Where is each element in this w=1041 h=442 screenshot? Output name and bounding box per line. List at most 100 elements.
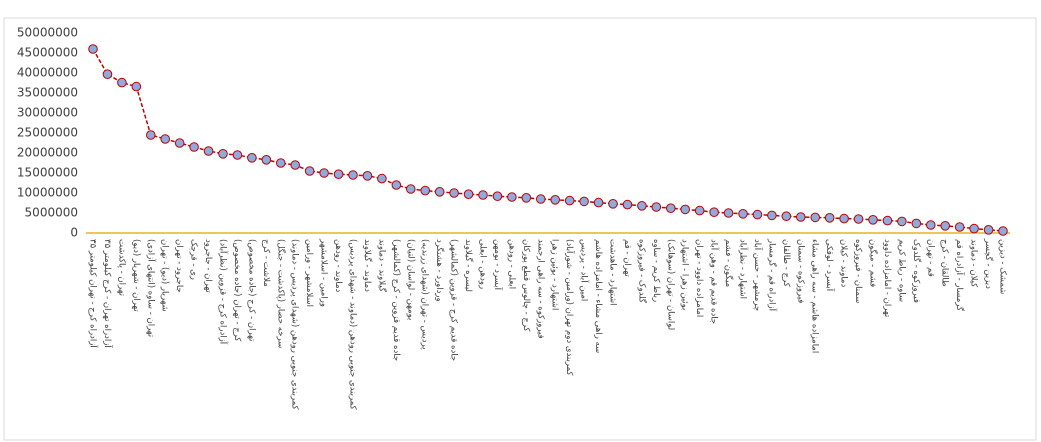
- x-tick-label: بومهن - لواسان (لتیان): [405, 239, 415, 320]
- x-tick-label: میگون - فشم: [723, 239, 734, 287]
- point: [593, 197, 604, 208]
- x-tick-label: جاده قدیم کرج - قزوین (کمالشهر): [449, 239, 459, 361]
- x-tick-label: رودهن - ابعلی: [478, 239, 488, 289]
- point: [608, 199, 618, 209]
- point: [564, 195, 575, 206]
- x-tick-label: فیروزکوه - گلدوک: [911, 239, 922, 303]
- x-tick-label: پردیس - تهران (شهدای زرندیه): [420, 239, 430, 350]
- y-tick-label: 40000000: [17, 66, 78, 80]
- point: [434, 187, 445, 197]
- x-tick-label: بوئین زهرا - اشتهارد: [680, 239, 690, 310]
- x-tick-label: ری - قرچک: [189, 239, 199, 280]
- x-tick-label: ملاشت - کرج: [261, 239, 271, 287]
- point: [709, 207, 719, 217]
- y-tick-label: 10000000: [17, 186, 78, 200]
- x-tick-label: شهریار (دیو) - تهران: [160, 239, 170, 312]
- x-tick-label: تهران - کرج (جاده مخصوص): [246, 239, 256, 342]
- x-tick-label: آزادراه قم - گرمسار: [766, 238, 778, 312]
- y-tick-label: 5000000: [25, 206, 78, 220]
- point: [839, 213, 849, 224]
- y-tick-label: 50000000: [17, 26, 78, 40]
- x-tick-label: گلدوک - فیروزکوه: [636, 239, 647, 304]
- point: [405, 184, 416, 194]
- x-tick-label: دماوند - کیلان: [839, 239, 849, 287]
- plot: 0 5000000 10000000 15000000 20000000 25000000…: [17, 26, 1010, 411]
- point: [362, 171, 373, 181]
- x-tick-label: فیروزکوه - سمنان: [795, 239, 805, 303]
- x-tick-label: کرج - طالقان: [781, 239, 791, 288]
- point: [232, 150, 243, 160]
- point: [694, 205, 705, 216]
- x-tick-label: اشتهارد - ماهدشت: [608, 239, 618, 305]
- x-tick-label: ابعلی - رودهن: [506, 239, 516, 289]
- point: [911, 218, 922, 229]
- point: [550, 195, 561, 205]
- x-tick-label: کمربندی جنوبی رودهن (شهدای پردیس - دماون…: [290, 239, 300, 411]
- point: [218, 149, 228, 159]
- point: [507, 192, 517, 202]
- point: [203, 146, 214, 156]
- x-tick-label: تهران - امامزاده داوود: [882, 239, 892, 318]
- point: [88, 44, 98, 54]
- x-tick-label: کیلان - دماوند: [969, 239, 979, 288]
- point: [651, 202, 662, 212]
- x-tick-label: کمربندی دوم تهران (ورامین - شورآباد): [564, 239, 576, 376]
- point: [117, 77, 127, 88]
- point: [521, 193, 532, 203]
- point: [348, 170, 358, 180]
- point: [145, 130, 156, 140]
- point: [925, 220, 936, 230]
- x-tick-label: جاجرود - تهران: [174, 239, 184, 293]
- point: [492, 191, 503, 201]
- point: [795, 212, 806, 222]
- x-tick-label: امامزاده هاشم - سه راهی مشاء: [810, 239, 820, 353]
- point: [160, 134, 171, 144]
- point: [983, 225, 994, 235]
- x-tick-label: جاده قدیم قزوین - کرج (کمالشهر): [391, 239, 401, 361]
- point: [304, 166, 315, 176]
- x-tick-label: دماوند - گیلاوند: [362, 239, 373, 292]
- x-tick-label: لیسره - گیلاوند: [463, 239, 474, 292]
- y-tick-label: 25000000: [17, 126, 78, 140]
- point: [333, 169, 344, 179]
- point: [868, 215, 878, 225]
- point: [131, 81, 142, 92]
- x-tick-label: فیروزکوه - سه راهی ارجمند: [535, 239, 545, 339]
- point: [449, 188, 459, 198]
- point: [752, 209, 763, 220]
- x-tick-label: امامزاده داوود - تهران: [694, 239, 704, 317]
- x-tick-label: امین آباد - پردیس: [579, 239, 591, 301]
- y-tick-label: 0: [70, 226, 78, 240]
- point: [954, 222, 965, 232]
- point: [174, 138, 185, 148]
- x-tick-label: گیلاوند - دماوند: [376, 239, 387, 293]
- x-tick-label: فشم - میگون: [868, 239, 879, 287]
- x-tick-label: قم - تهران: [925, 239, 935, 277]
- x-tick-label: اشتهارد - نظرآباد: [738, 239, 750, 299]
- point: [853, 214, 864, 224]
- point: [391, 180, 402, 190]
- x-tick-label: لواسان - تهران (سوهانک): [665, 239, 675, 330]
- point: [275, 158, 286, 168]
- point: [781, 211, 792, 221]
- point: [247, 153, 257, 163]
- x-tick-label: اشتهارد - بوئین زهرا: [550, 239, 560, 310]
- x-tick-label: طالقان - کرج: [940, 239, 950, 287]
- point: [290, 160, 301, 170]
- x-tick-label: کرج - چالوس قطع پورکان: [521, 239, 531, 333]
- x-tick-label: تهران - جاجرود: [203, 239, 213, 293]
- x-tick-label: ورداورد - هشتگرد: [434, 239, 445, 302]
- x-tick-label: آبسرد - لوقکی: [824, 239, 836, 292]
- line: [92, 48, 1004, 232]
- x-tick-label: دماوند - رودهن: [333, 239, 343, 292]
- x-tick-label: آزادراه تهران - کرج کیلومتر ۳۵: [102, 239, 114, 348]
- x-tick-label: تهران - شهریار (دیو): [131, 239, 141, 312]
- point: [824, 213, 835, 223]
- point: [882, 215, 893, 226]
- point: [940, 221, 951, 231]
- y-tick-label: 30000000: [17, 106, 78, 120]
- x-tick-label: کمربندی جنوبی رودهن (دماوند - شهدای پردی…: [348, 239, 358, 411]
- point: [535, 194, 546, 204]
- point: [261, 155, 272, 165]
